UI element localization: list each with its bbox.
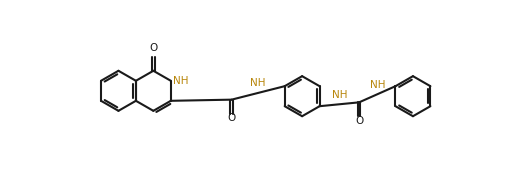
Text: NH: NH (331, 90, 347, 100)
Text: NH: NH (250, 78, 266, 88)
Text: O: O (355, 116, 363, 126)
Text: NH: NH (173, 76, 189, 86)
Text: O: O (149, 43, 157, 53)
Text: O: O (227, 113, 236, 123)
Text: NH: NH (370, 80, 385, 90)
